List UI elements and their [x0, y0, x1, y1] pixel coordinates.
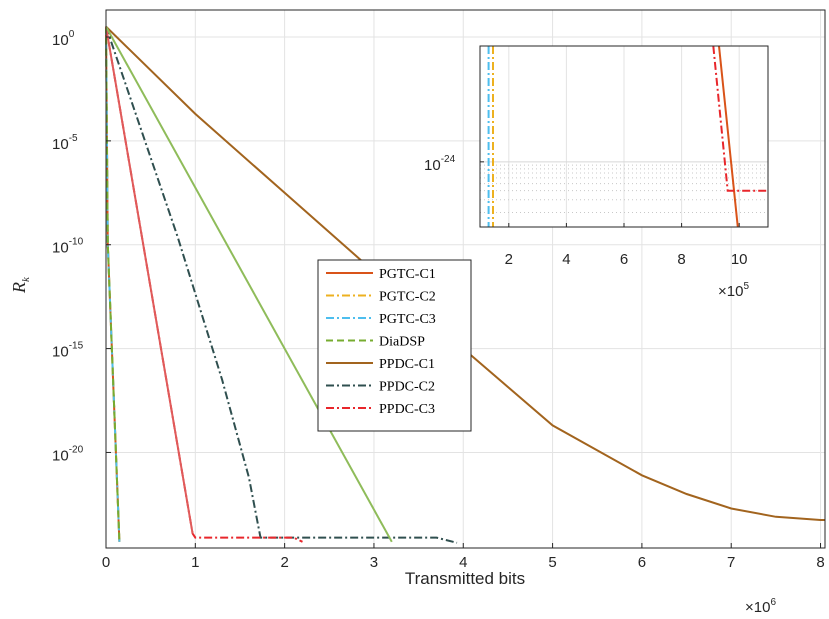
- plot-frame: [105, 9, 826, 549]
- x-tick-label: 0: [102, 554, 110, 571]
- inset-x-exponent-label: ×105: [718, 281, 749, 300]
- x-tick-label: 5: [548, 554, 556, 571]
- inset-x-tick-label: 6: [620, 251, 628, 268]
- series-line: [105, 26, 121, 542]
- x-tick-label: 4: [459, 554, 467, 571]
- inset-x-tick-label: 2: [505, 251, 513, 268]
- x-tick-label: 3: [370, 554, 378, 571]
- x-tick-label: 6: [638, 554, 646, 571]
- x-axis-label: Transmitted bits: [405, 569, 525, 588]
- inset-x-tick-label: 4: [562, 251, 570, 268]
- x-tick-label: 7: [727, 554, 735, 571]
- legend-label: PGTC-C1: [379, 267, 436, 282]
- legend: PGTC-C1 PGTC-C2 PGTC-C3 DiaDSP PPDC-C1 PPDC-C…: [317, 259, 472, 432]
- inset-series-line: [718, 45, 739, 228]
- inset: 2 4 6 8 10 10-24 ×105: [424, 45, 769, 300]
- y-ticks: 100 10-5 10-10 10-15 10-20: [52, 29, 111, 464]
- y-tick-label: 100: [52, 29, 75, 49]
- series-line: [105, 26, 121, 542]
- inset-series: [487, 45, 768, 228]
- x-tick-label: 2: [280, 554, 288, 571]
- x-tick-label: 8: [816, 554, 824, 571]
- y-tick-label: 10-5: [52, 133, 78, 153]
- y-tick-label: 10-15: [52, 341, 84, 361]
- y-tick-label: 10-20: [52, 444, 84, 464]
- y-axis-label: Rk: [9, 276, 32, 294]
- x-ticks: 0 1 2 3 4 5 6 7 8: [102, 543, 825, 571]
- inset-y-tick-label: 10-24: [424, 154, 456, 174]
- y-tick-label: 10-10: [52, 237, 84, 257]
- legend-label: PPDC-C1: [379, 357, 435, 372]
- legend-label: PPDC-C2: [379, 380, 435, 395]
- series-line: [105, 26, 121, 542]
- series-line: [105, 26, 393, 543]
- inset-x-ticks: 2 4 6 8 10: [505, 223, 748, 268]
- inset-x-tick-label: 8: [677, 251, 685, 268]
- inset-grid: [480, 46, 768, 227]
- legend-label: DiaDSP: [379, 335, 425, 350]
- series-line: [105, 26, 121, 542]
- series-line: [105, 26, 303, 543]
- legend-label: PPDC-C3: [379, 402, 435, 417]
- legend-label: PGTC-C3: [379, 312, 436, 327]
- x-tick-label: 1: [191, 554, 199, 571]
- series-line: [105, 26, 458, 544]
- legend-items: PGTC-C1 PGTC-C2 PGTC-C3 DiaDSP PPDC-C1 PPDC-C…: [326, 267, 436, 417]
- inset-x-tick-label: 10: [731, 251, 748, 268]
- legend-box: [317, 259, 472, 432]
- series-line: [105, 25, 825, 521]
- main-series: [105, 25, 825, 544]
- inset-series-line: [712, 45, 768, 192]
- inset-y-ticks: 10-24: [424, 154, 484, 174]
- x-exponent-label: ×106: [745, 597, 776, 616]
- legend-label: PGTC-C2: [379, 290, 436, 305]
- series-line: [105, 26, 194, 534]
